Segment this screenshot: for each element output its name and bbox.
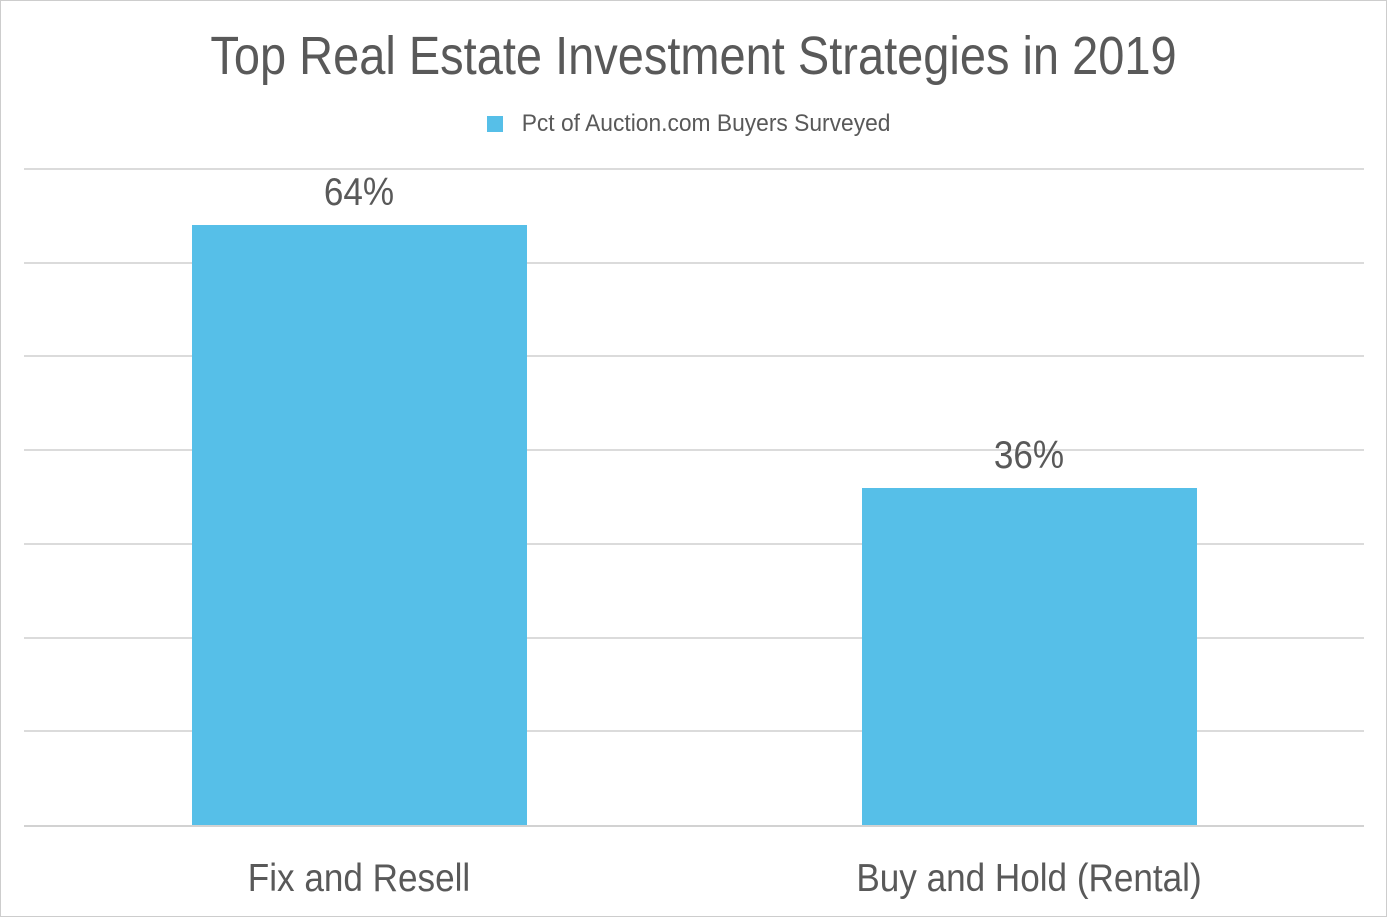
x-axis-labels: Fix and Resell Buy and Hold (Rental) bbox=[24, 853, 1364, 905]
y-gridline-40 bbox=[24, 449, 1364, 452]
data-label-1: 64% bbox=[323, 171, 395, 215]
y-gridline-30 bbox=[24, 542, 1364, 545]
y-gridline-20 bbox=[24, 636, 1364, 639]
category-label-1: Fix and Resell bbox=[247, 857, 471, 900]
legend-square-icon bbox=[486, 116, 503, 132]
chart-legend: Pct of Auction.com Buyers Surveyed bbox=[1, 110, 1386, 138]
y-gridline-70 bbox=[24, 168, 1364, 170]
legend-label: Pct of Auction.com Buyers Surveyed bbox=[521, 110, 891, 137]
bar-1 bbox=[191, 225, 527, 825]
y-gridline-60 bbox=[24, 261, 1364, 264]
category-label-2: Buy and Hold (Rental) bbox=[856, 857, 1202, 900]
y-gridline-50 bbox=[24, 355, 1364, 358]
plot-area: 64% 36% bbox=[24, 168, 1364, 827]
data-label-2: 36% bbox=[993, 433, 1065, 477]
chart-title: Top Real Estate Investment Strategies in… bbox=[210, 26, 1177, 86]
bar-2 bbox=[861, 487, 1197, 825]
y-gridline-10 bbox=[24, 730, 1364, 733]
